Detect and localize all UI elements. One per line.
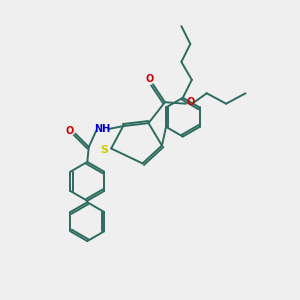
Text: O: O [66, 126, 74, 136]
Text: O: O [186, 97, 194, 107]
Text: S: S [100, 145, 109, 155]
Text: NH: NH [94, 124, 110, 134]
Text: O: O [146, 74, 154, 84]
